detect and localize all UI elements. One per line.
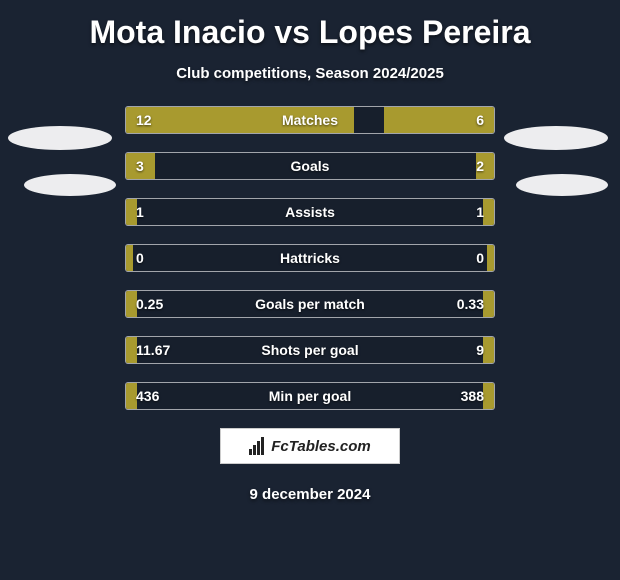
stat-label: Goals per match [126, 291, 494, 317]
stat-row: 11.679Shots per goal [125, 336, 495, 364]
stat-row: 0.250.33Goals per match [125, 290, 495, 318]
stats-table: 126Matches 32Goals 11Assists 00Hattricks 0.2… [125, 106, 495, 410]
stat-label: Goals [126, 153, 494, 179]
decorative-ellipse [24, 174, 116, 196]
stat-label: Matches [126, 107, 494, 133]
stat-row: 32Goals [125, 152, 495, 180]
stat-row: 11Assists [125, 198, 495, 226]
stat-row: 436388Min per goal [125, 382, 495, 410]
decorative-ellipse [516, 174, 608, 196]
decorative-ellipse [504, 126, 608, 150]
stat-row: 00Hattricks [125, 244, 495, 272]
page-title: Mota Inacio vs Lopes Pereira [0, 0, 620, 51]
date-label: 9 december 2024 [0, 486, 620, 503]
stat-label: Shots per goal [126, 337, 494, 363]
logo-text: FcTables.com [271, 438, 370, 455]
subtitle: Club competitions, Season 2024/2025 [0, 65, 620, 82]
stat-label: Min per goal [126, 383, 494, 409]
stat-row: 126Matches [125, 106, 495, 134]
stat-label: Hattricks [126, 245, 494, 271]
bar-chart-icon [249, 437, 267, 455]
fctables-logo: FcTables.com [220, 428, 400, 464]
stat-label: Assists [126, 199, 494, 225]
decorative-ellipse [8, 126, 112, 150]
